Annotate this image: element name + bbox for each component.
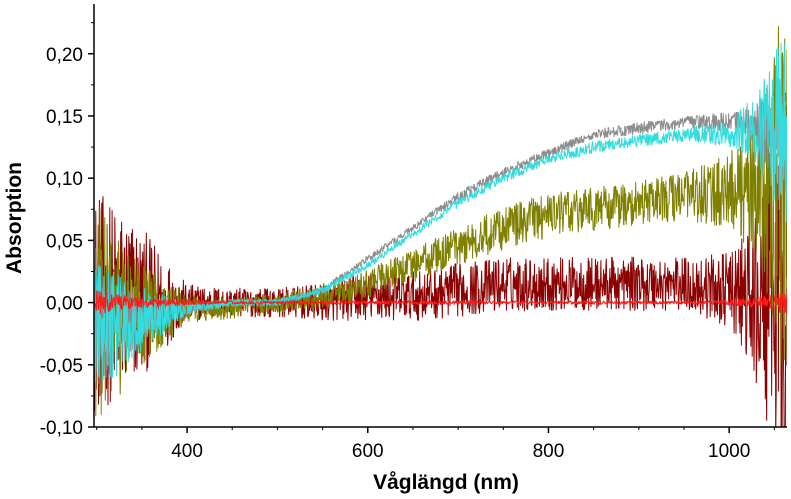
axes-layer	[93, 4, 787, 428]
y-tick-label: -0,05	[40, 356, 83, 377]
y-axis-title: Absorption	[3, 162, 26, 274]
y-tick-label: -0,10	[40, 418, 83, 439]
x-tick-label: 400	[171, 441, 203, 462]
series-line-3	[94, 62, 787, 384]
x-axis-title: Våglängd (nm)	[373, 471, 519, 494]
series-line-2	[94, 26, 787, 417]
x-tick-label: 1000	[708, 441, 750, 462]
y-tick-label: 0,05	[46, 231, 83, 252]
y-tick-label: 0,20	[46, 45, 83, 66]
ticks-layer: -0,10 -0,05 0,00 0,05 0,10 0,15 0,20 400 600 800 1…	[40, 22, 775, 462]
x-tick-label: 600	[352, 441, 384, 462]
y-tick-label: 0,10	[46, 169, 83, 190]
series-line-1	[94, 105, 787, 427]
y-tick-label: 0,00	[46, 294, 83, 315]
series-line-4	[94, 42, 787, 383]
series-line-5	[94, 290, 787, 315]
series-layer	[94, 26, 787, 427]
x-tick-label: 800	[533, 441, 565, 462]
y-tick-label: 0,15	[46, 107, 83, 128]
